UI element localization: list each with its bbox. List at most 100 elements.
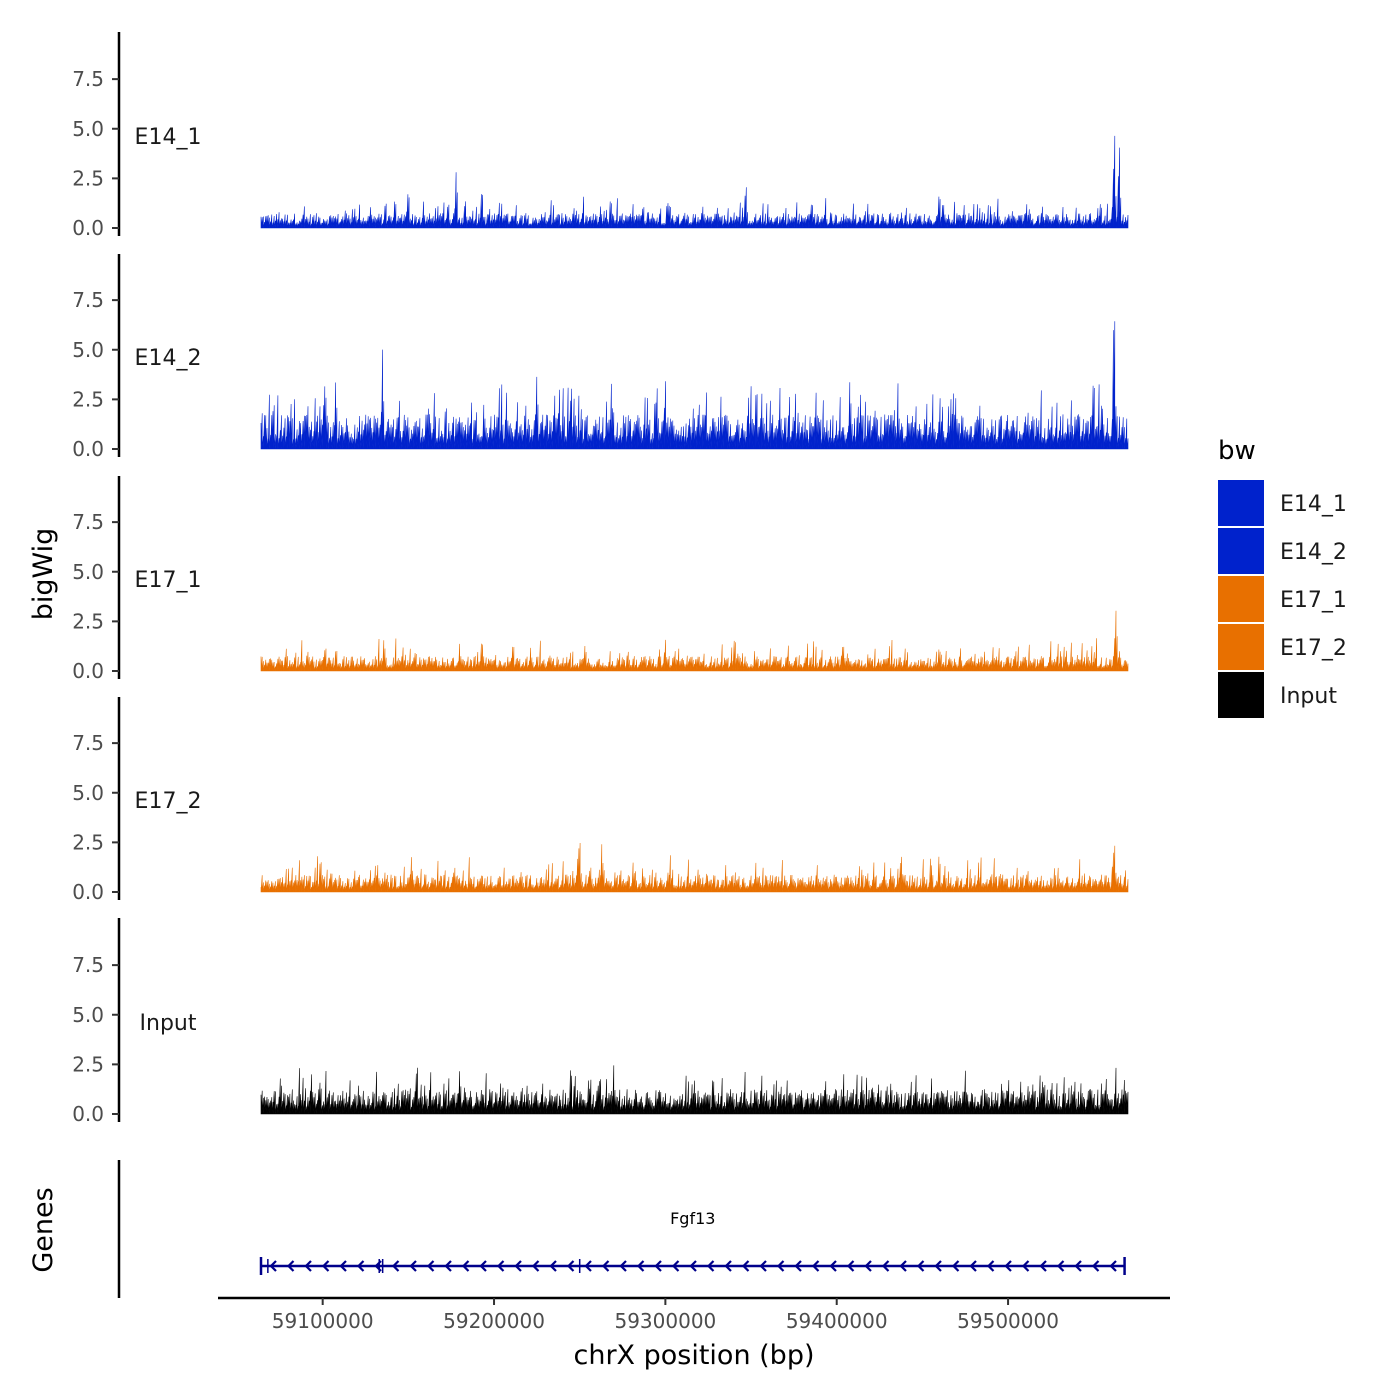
x-tick-label: 59200000 xyxy=(443,1309,545,1333)
strand-arrow xyxy=(566,1260,575,1272)
strand-arrow xyxy=(671,1260,680,1272)
legend-swatch xyxy=(1218,624,1264,670)
x-tick-label: 59300000 xyxy=(614,1309,716,1333)
strand-arrow xyxy=(321,1260,330,1272)
strand-arrow xyxy=(304,1260,312,1272)
strand-arrow xyxy=(269,1260,277,1272)
strand-arrow xyxy=(1021,1260,1030,1272)
strand-arrow xyxy=(934,1260,942,1272)
track-label: Input xyxy=(140,1011,197,1036)
y-tick-label: 5.0 xyxy=(72,781,104,805)
legend-swatch xyxy=(1218,576,1264,622)
strand-arrow xyxy=(461,1260,470,1272)
track-label: E17_1 xyxy=(135,568,202,593)
strand-arrow xyxy=(741,1260,750,1272)
y-tick-label: 5.0 xyxy=(72,1003,104,1027)
strand-arrow xyxy=(1004,1260,1012,1272)
legend-label: Input xyxy=(1280,684,1337,709)
strand-arrow xyxy=(391,1260,400,1272)
strand-arrow xyxy=(479,1260,487,1272)
y-tick-label: 7.5 xyxy=(72,67,104,91)
strand-arrow xyxy=(899,1260,907,1272)
genes-axis-title: Genes xyxy=(28,1187,59,1272)
y-tick-label: 5.0 xyxy=(72,338,104,362)
y-tick-label: 7.5 xyxy=(72,953,104,977)
y-tick-label: 7.5 xyxy=(72,288,104,312)
strand-arrow xyxy=(951,1260,960,1272)
track-e17-1: 0.0 2.5 5.0 7.5 E17_1 xyxy=(72,476,1129,683)
y-tick-label: 2.5 xyxy=(72,166,104,190)
strand-arrow xyxy=(969,1260,977,1272)
strand-arrow xyxy=(864,1260,872,1272)
y-tick-label: 0.0 xyxy=(72,1102,104,1126)
strand-arrow xyxy=(881,1260,890,1272)
strand-arrow xyxy=(706,1260,715,1272)
track-e14-1: 0.0 2.5 5.0 7.5 E14_1 xyxy=(72,32,1129,240)
coverage-tracks: 0.0 2.5 5.0 7.5 E14_1 0.0 2.5 5.0 7.5 E14_2 0.0 2.5… xyxy=(72,32,1129,1126)
strand-arrow xyxy=(1039,1260,1047,1272)
track-label: E14_2 xyxy=(135,346,202,371)
strand-arrow xyxy=(426,1260,435,1272)
y-tick-label: 2.5 xyxy=(72,830,104,854)
track-e14-2: 0.0 2.5 5.0 7.5 E14_2 xyxy=(72,254,1129,461)
strand-arrow xyxy=(689,1260,697,1272)
track-e17-2: 0.0 2.5 5.0 7.5 E17_2 xyxy=(72,697,1129,904)
legend-label: E14_2 xyxy=(1280,540,1347,565)
legend-label: E17_1 xyxy=(1280,588,1347,613)
y-tick-label: 0.0 xyxy=(72,880,104,904)
coverage-area xyxy=(260,321,1129,450)
y-tick-label: 2.5 xyxy=(72,387,104,411)
gene-track: Fgf13 xyxy=(117,1160,1126,1298)
track-label: E17_2 xyxy=(135,789,202,814)
strand-arrow xyxy=(794,1260,802,1272)
y-tick-label: 0.0 xyxy=(72,659,104,683)
strand-arrow xyxy=(1109,1260,1117,1272)
legend-label: E17_2 xyxy=(1280,636,1347,661)
strand-arrow xyxy=(286,1260,295,1272)
strand-arrow xyxy=(811,1260,820,1272)
strand-arrow xyxy=(496,1260,505,1272)
strand-arrow xyxy=(601,1260,610,1272)
strand-arrow xyxy=(829,1260,837,1272)
x-tick-label: 59400000 xyxy=(786,1309,888,1333)
track-label: E14_1 xyxy=(135,125,202,150)
strand-arrow xyxy=(1091,1260,1100,1272)
coverage-area xyxy=(260,135,1129,229)
strand-arrow xyxy=(986,1260,995,1272)
strand-arrow xyxy=(339,1260,347,1272)
x-axis-title: chrX position (bp) xyxy=(573,1340,814,1371)
strand-arrow xyxy=(759,1260,767,1272)
y-tick-label: 7.5 xyxy=(72,731,104,755)
strand-arrow xyxy=(724,1260,732,1272)
legend-swatch xyxy=(1218,672,1264,718)
strand-arrow xyxy=(374,1260,382,1272)
gene-label: Fgf13 xyxy=(670,1209,715,1228)
strand-arrow xyxy=(444,1260,452,1272)
y-tick-label: 2.5 xyxy=(72,1052,104,1076)
strand-arrow xyxy=(584,1260,592,1272)
y-tick-label: 2.5 xyxy=(72,609,104,633)
coverage-area xyxy=(260,1065,1129,1115)
y-tick-label: 0.0 xyxy=(72,437,104,461)
strand-arrow xyxy=(916,1260,925,1272)
strand-arrow xyxy=(549,1260,557,1272)
y-tick-label: 7.5 xyxy=(72,510,104,534)
coverage-area xyxy=(260,842,1129,893)
strand-arrow xyxy=(1056,1260,1065,1272)
coverage-area xyxy=(260,610,1129,672)
legend-label: E14_1 xyxy=(1280,492,1347,517)
legend-swatch xyxy=(1218,528,1264,574)
strand-arrow xyxy=(409,1260,417,1272)
strand-arrow xyxy=(636,1260,645,1272)
legend-title: bw xyxy=(1218,436,1256,466)
x-tick-label: 59500000 xyxy=(957,1309,1059,1333)
x-tick-label: 59100000 xyxy=(272,1309,374,1333)
strand-arrow xyxy=(514,1260,522,1272)
legend: bw E14_1 E14_2 E17_1 E17_2 Input xyxy=(1218,436,1347,718)
y-tick-label: 5.0 xyxy=(72,560,104,584)
strand-arrow xyxy=(356,1260,365,1272)
strand-arrow xyxy=(1074,1260,1082,1272)
strand-arrow xyxy=(776,1260,785,1272)
x-axis: 59100000 59200000 59300000 59400000 59500000 xyxy=(218,1296,1170,1333)
